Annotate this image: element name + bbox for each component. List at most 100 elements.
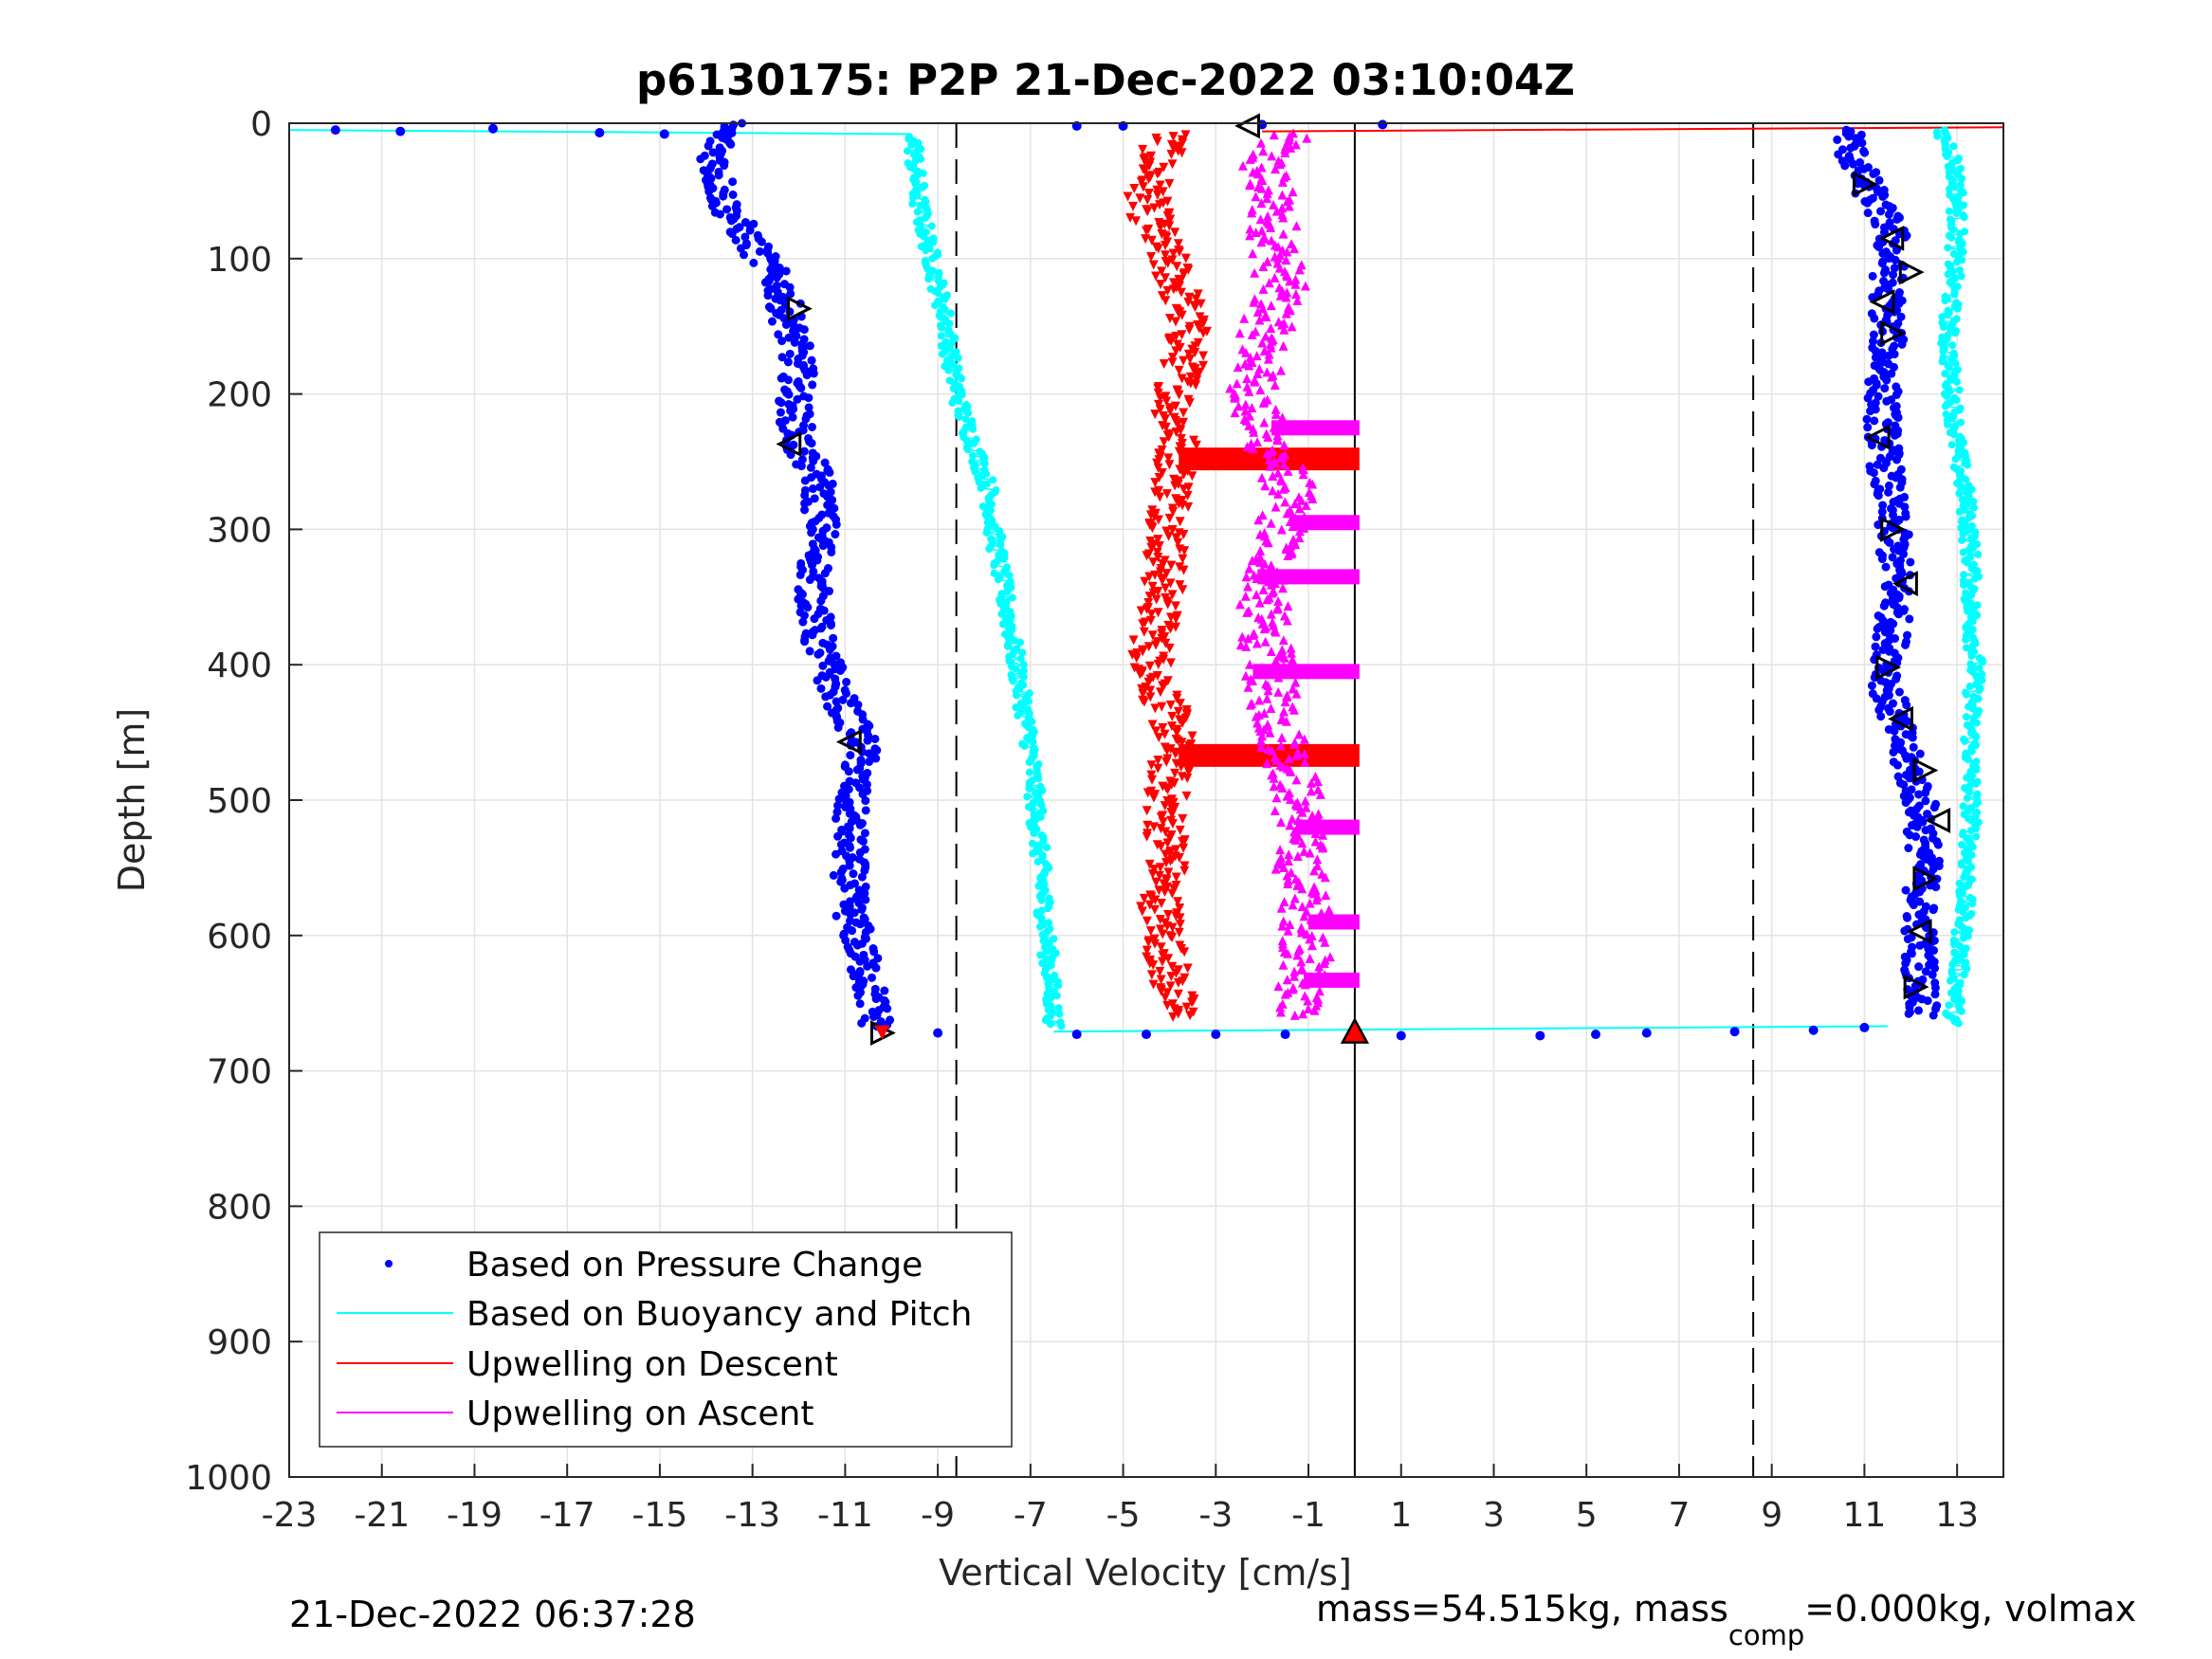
descent-marker bbox=[1179, 843, 1189, 853]
descent-marker bbox=[1153, 660, 1163, 670]
x-axis-label: Vertical Velocity [cm/s] bbox=[939, 1552, 1352, 1594]
descent-marker bbox=[1144, 572, 1155, 582]
ascent-marker bbox=[1276, 740, 1287, 751]
y-tick-label: 700 bbox=[207, 1053, 272, 1092]
ascent-marker bbox=[1287, 647, 1297, 658]
pressure-point bbox=[1868, 337, 1877, 346]
ascent-marker bbox=[1291, 750, 1302, 760]
pressure-point bbox=[777, 374, 786, 383]
pressure-point bbox=[1860, 148, 1870, 157]
pressure-point bbox=[1873, 624, 1882, 633]
ascent-marker bbox=[1281, 255, 1291, 265]
descent-marker bbox=[1151, 271, 1161, 282]
ascent-marker bbox=[1286, 643, 1296, 653]
ascent-marker bbox=[1276, 732, 1287, 742]
pressure-point bbox=[739, 250, 748, 260]
ascent-marker bbox=[1265, 461, 1275, 471]
pressure-point bbox=[1863, 423, 1873, 432]
descent-marker bbox=[1159, 437, 1169, 447]
pressure-point bbox=[845, 843, 854, 852]
pressure-point bbox=[772, 281, 781, 290]
pressure-point bbox=[1884, 629, 1893, 638]
pressure-point bbox=[870, 734, 880, 743]
ascent-marker bbox=[1301, 802, 1311, 812]
pressure-point bbox=[1902, 701, 1911, 710]
ascent-marker bbox=[1271, 164, 1281, 174]
pressure-point bbox=[1870, 480, 1879, 489]
x-tick-label: -1 bbox=[1291, 1496, 1325, 1535]
pressure-point bbox=[841, 936, 850, 945]
ascent-marker bbox=[1286, 142, 1296, 153]
ascent-marker bbox=[1259, 346, 1270, 356]
ascent-marker bbox=[1279, 324, 1289, 335]
ascent-marker bbox=[1273, 981, 1284, 992]
pressure-outlier bbox=[1590, 1030, 1600, 1040]
pressure-point bbox=[1929, 803, 1939, 812]
pressure-point bbox=[788, 412, 797, 422]
descent-marker bbox=[1161, 583, 1171, 593]
descent-marker bbox=[1183, 767, 1194, 777]
ascent-marker bbox=[1280, 147, 1290, 157]
descent-marker bbox=[1171, 614, 1181, 625]
descent-marker bbox=[1153, 535, 1163, 545]
pressure-point bbox=[807, 439, 816, 448]
pressure-point bbox=[1884, 481, 1893, 490]
ascent-marker bbox=[1278, 574, 1289, 585]
pressure-point bbox=[824, 481, 833, 490]
pressure-point bbox=[799, 325, 809, 335]
descent-marker bbox=[1154, 472, 1164, 483]
descent-marker bbox=[1166, 779, 1177, 790]
pressure-point bbox=[871, 963, 881, 973]
pressure-point bbox=[821, 692, 831, 702]
descent-marker bbox=[1186, 751, 1197, 761]
pressure-point bbox=[841, 688, 850, 698]
pressure-point bbox=[862, 779, 871, 789]
descent-marker bbox=[1177, 374, 1187, 384]
ascent-marker bbox=[1257, 337, 1268, 348]
x-tick-label: 11 bbox=[1842, 1496, 1886, 1535]
pressure-point bbox=[800, 490, 810, 500]
pressure-triangle-marker bbox=[1898, 259, 1925, 285]
x-tick-label: -3 bbox=[1198, 1496, 1233, 1535]
ascent-marker bbox=[1305, 898, 1315, 908]
footer-timestamp: 21-Dec-2022 06:37:28 bbox=[289, 1594, 696, 1635]
descent-marker bbox=[1178, 718, 1188, 728]
descent-marker bbox=[1175, 903, 1185, 914]
ascent-marker bbox=[1282, 975, 1292, 985]
descent-marker bbox=[1173, 897, 1183, 907]
descent-marker bbox=[1158, 574, 1168, 585]
pressure-triangle-marker bbox=[1892, 571, 1918, 596]
pressure-point bbox=[727, 229, 737, 239]
pressure-point bbox=[857, 1018, 867, 1028]
pressure-point bbox=[784, 390, 794, 399]
descent-marker bbox=[1161, 858, 1172, 868]
descent-marker bbox=[1155, 924, 1165, 935]
pressure-point bbox=[1914, 790, 1924, 799]
descent-marker bbox=[1171, 346, 1181, 356]
descent-marker bbox=[1184, 292, 1195, 302]
ascent-marker bbox=[1293, 945, 1304, 956]
pressure-point bbox=[855, 820, 865, 830]
pressure-point bbox=[818, 661, 828, 670]
legend-marker-pressure bbox=[385, 1260, 393, 1267]
descent-marker bbox=[1185, 372, 1196, 382]
descent-marker bbox=[1177, 738, 1187, 748]
ascent-marker bbox=[1319, 958, 1329, 969]
pressure-point bbox=[704, 141, 713, 151]
ascent-marker bbox=[1276, 524, 1287, 535]
descent-marker bbox=[1175, 562, 1185, 573]
descent-marker bbox=[1165, 406, 1176, 416]
descent-marker bbox=[1149, 203, 1160, 213]
descent-marker bbox=[1184, 325, 1195, 336]
ascent-marker bbox=[1314, 961, 1325, 972]
ascent-marker bbox=[1267, 561, 1277, 572]
x-tick-label: -15 bbox=[632, 1496, 688, 1535]
ascent-marker bbox=[1251, 227, 1261, 237]
descent-marker bbox=[1179, 861, 1190, 871]
descent-marker bbox=[1174, 927, 1184, 938]
pressure-point bbox=[813, 676, 822, 685]
y-tick-label: 600 bbox=[207, 918, 272, 957]
pressure-point bbox=[832, 849, 841, 859]
pressure-point bbox=[1867, 681, 1876, 690]
ascent-marker bbox=[1320, 937, 1330, 947]
